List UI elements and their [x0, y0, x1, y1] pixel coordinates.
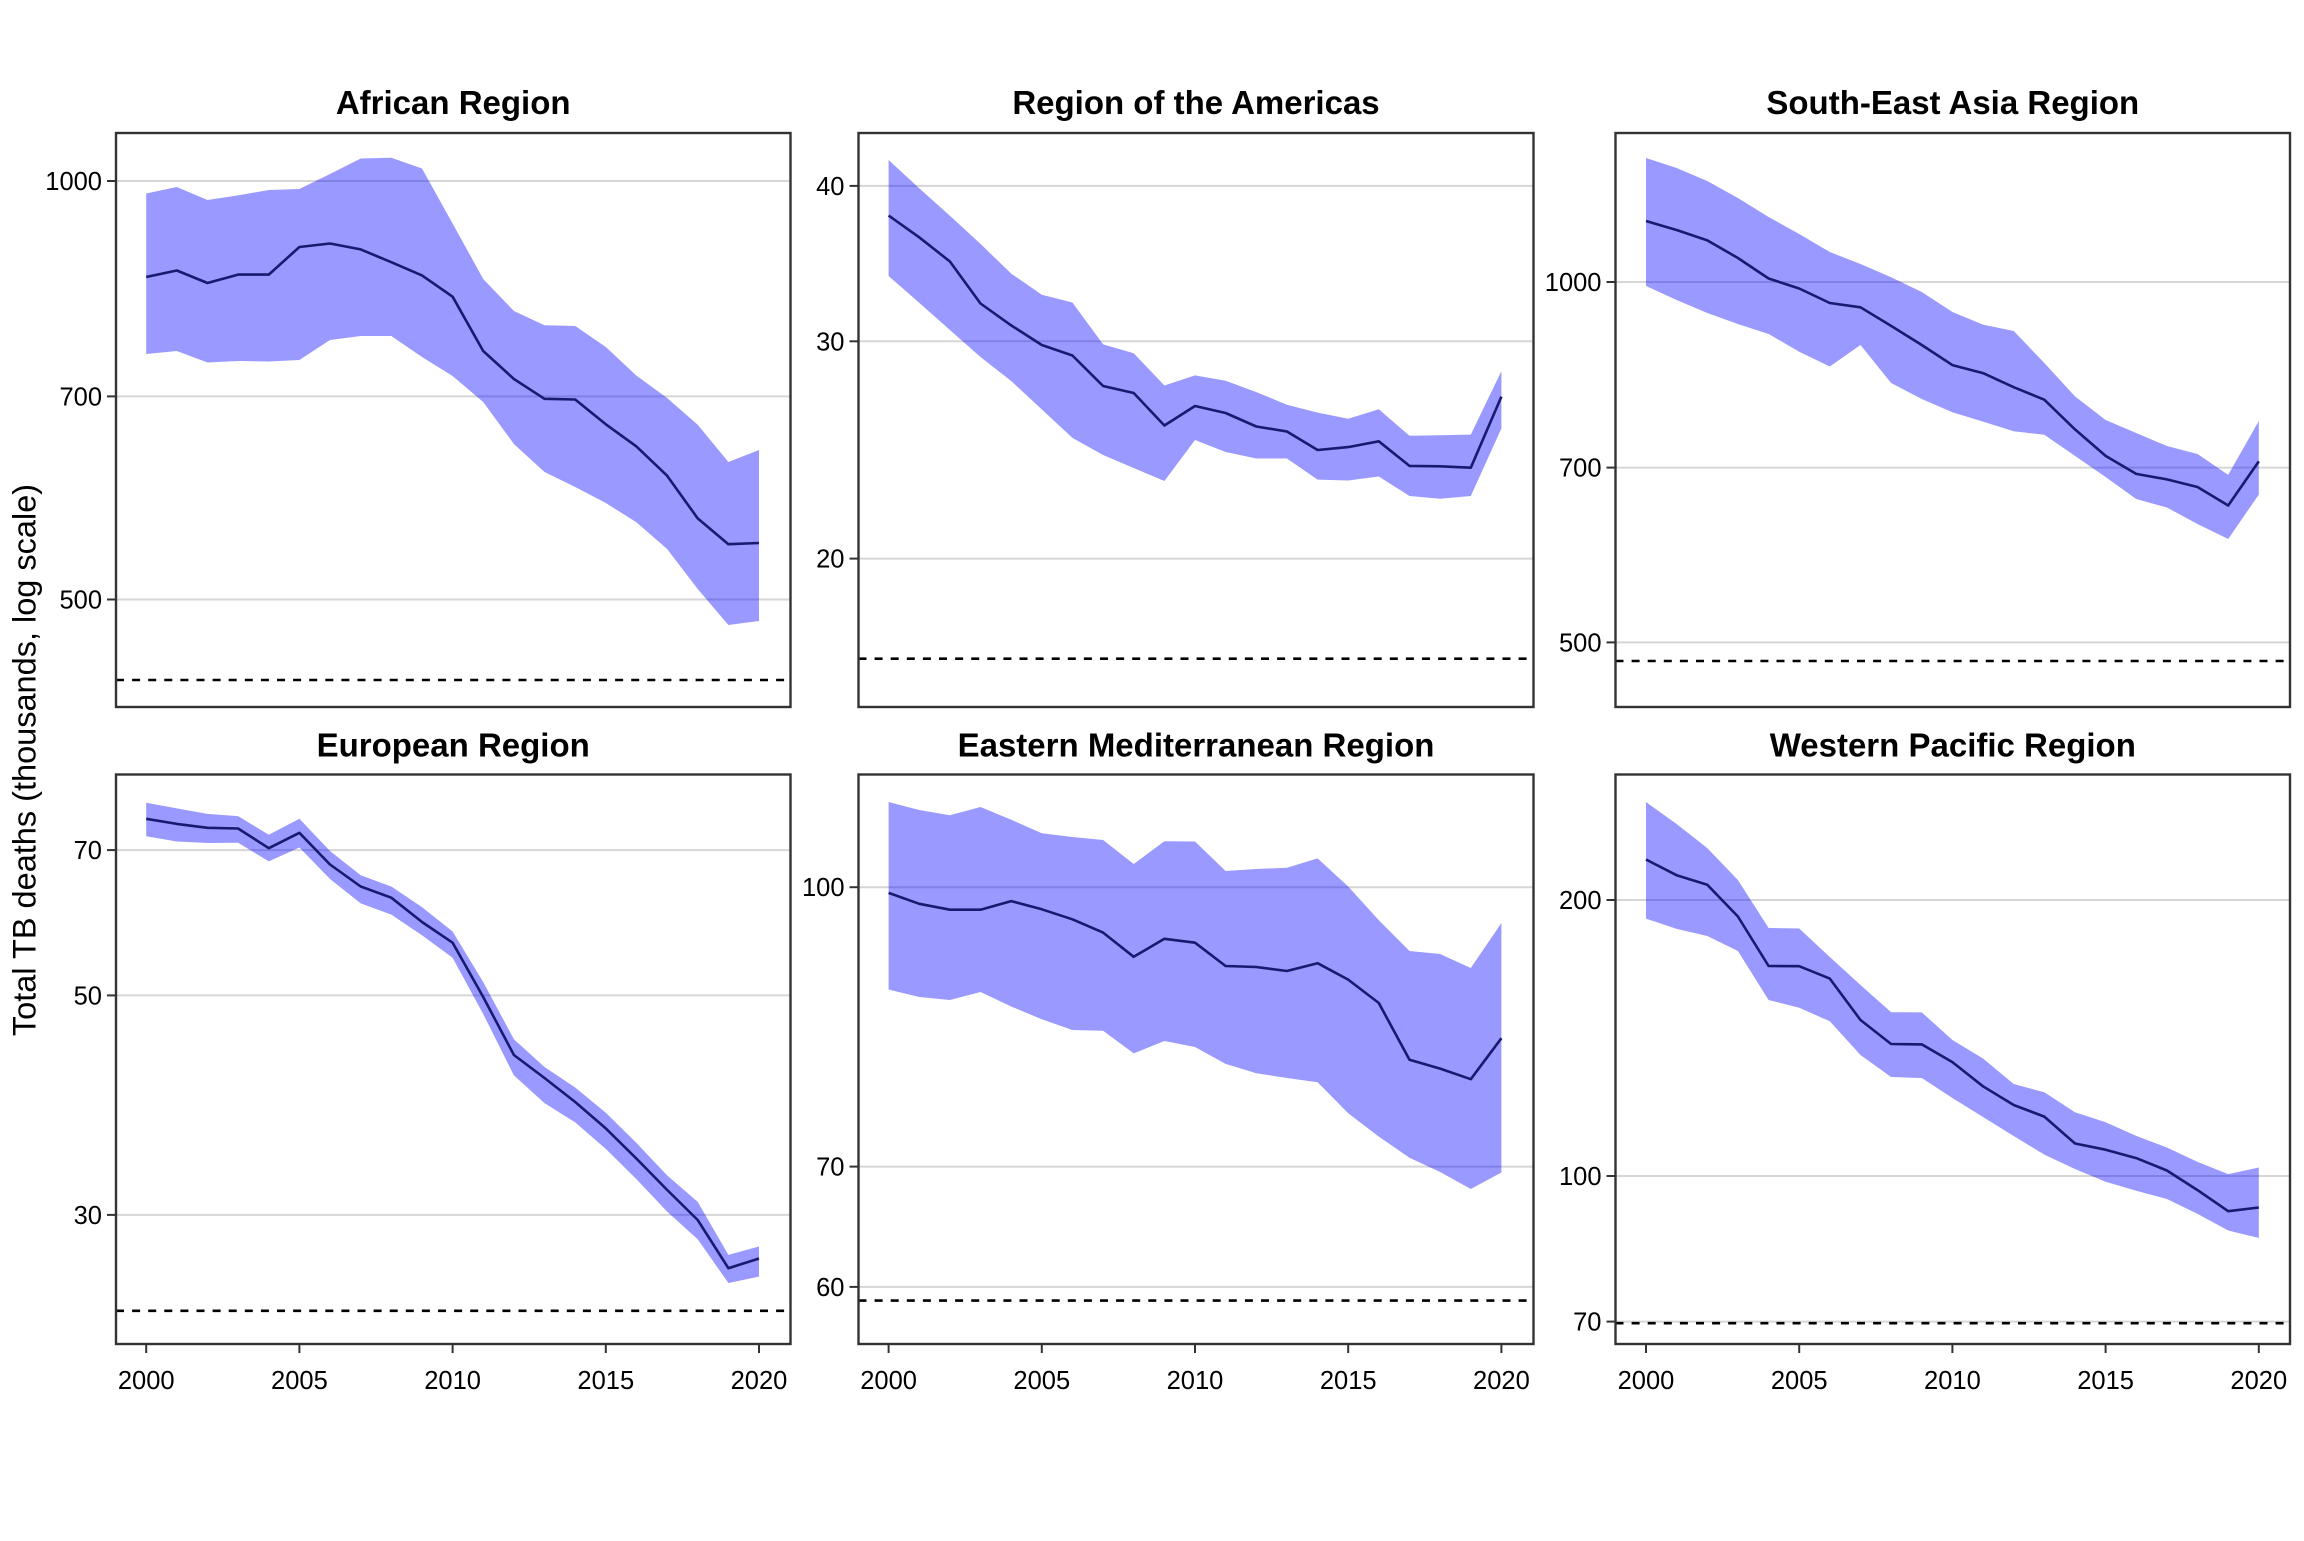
svg-text:2000: 2000 — [860, 1367, 917, 1395]
svg-text:Total TB deaths (thousands, lo: Total TB deaths (thousands, log scale) — [7, 484, 43, 1036]
svg-text:2015: 2015 — [1320, 1367, 1377, 1395]
svg-text:1000: 1000 — [45, 168, 102, 196]
svg-text:2005: 2005 — [1771, 1367, 1828, 1395]
svg-text:700: 700 — [59, 383, 102, 411]
svg-text:200: 200 — [1559, 887, 1602, 915]
svg-text:European Region: European Region — [317, 727, 590, 764]
svg-text:2000: 2000 — [118, 1367, 175, 1395]
svg-text:2015: 2015 — [577, 1367, 634, 1395]
svg-text:70: 70 — [74, 837, 102, 865]
svg-text:African Region: African Region — [336, 84, 571, 121]
svg-text:500: 500 — [1559, 629, 1602, 657]
svg-text:40: 40 — [816, 173, 844, 201]
svg-text:South-East Asia Region: South-East Asia Region — [1766, 84, 2139, 121]
svg-text:2010: 2010 — [1924, 1367, 1981, 1395]
svg-text:70: 70 — [1573, 1309, 1601, 1337]
svg-text:2005: 2005 — [271, 1367, 328, 1395]
svg-text:60: 60 — [816, 1274, 844, 1302]
svg-text:2010: 2010 — [1167, 1367, 1224, 1395]
svg-text:Region of the Americas: Region of the Americas — [1012, 84, 1379, 121]
svg-text:2000: 2000 — [1618, 1367, 1675, 1395]
svg-text:2005: 2005 — [1013, 1367, 1070, 1395]
svg-text:1000: 1000 — [1545, 269, 1602, 297]
svg-text:100: 100 — [802, 874, 845, 902]
svg-text:100: 100 — [1559, 1163, 1602, 1191]
svg-text:Eastern Mediterranean Region: Eastern Mediterranean Region — [958, 727, 1435, 764]
svg-text:2015: 2015 — [2077, 1367, 2134, 1395]
svg-text:Western Pacific Region: Western Pacific Region — [1770, 727, 2136, 764]
svg-text:2010: 2010 — [424, 1367, 481, 1395]
svg-text:30: 30 — [816, 328, 844, 356]
svg-text:2020: 2020 — [1473, 1367, 1530, 1395]
svg-text:20: 20 — [816, 546, 844, 574]
svg-text:70: 70 — [816, 1154, 844, 1182]
svg-text:2020: 2020 — [731, 1367, 788, 1395]
svg-text:500: 500 — [59, 587, 102, 615]
svg-text:2020: 2020 — [2230, 1367, 2287, 1395]
svg-text:50: 50 — [74, 982, 102, 1010]
svg-text:30: 30 — [74, 1202, 102, 1230]
svg-text:700: 700 — [1559, 455, 1602, 483]
